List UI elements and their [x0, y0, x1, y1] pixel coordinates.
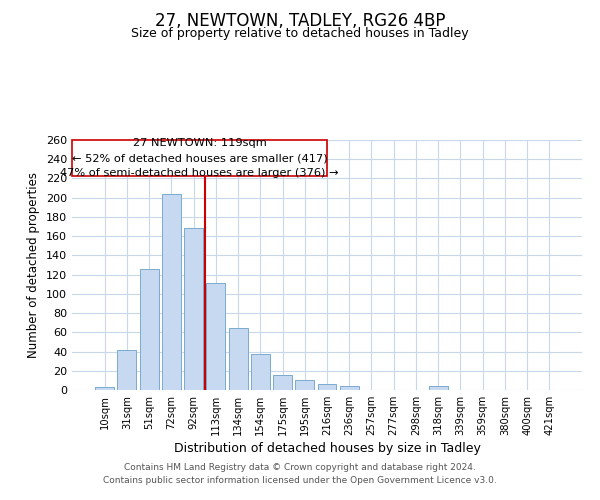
Bar [162, 194, 181, 390]
Bar [95, 387, 114, 390]
Text: Contains HM Land Registry data © Crown copyright and database right 2024.
Contai: Contains HM Land Registry data © Crown c… [103, 464, 497, 485]
Bar [140, 269, 158, 390]
Bar [295, 380, 314, 390]
Bar [251, 354, 270, 390]
Text: 27, NEWTOWN, TADLEY, RG26 4BP: 27, NEWTOWN, TADLEY, RG26 4BP [155, 12, 445, 30]
Y-axis label: Number of detached properties: Number of detached properties [28, 172, 40, 358]
X-axis label: Distribution of detached houses by size in Tadley: Distribution of detached houses by size … [173, 442, 481, 455]
Bar [184, 228, 203, 390]
Bar [317, 384, 337, 390]
Text: Size of property relative to detached houses in Tadley: Size of property relative to detached ho… [131, 28, 469, 40]
Bar [340, 386, 359, 390]
Text: 27 NEWTOWN: 119sqm
← 52% of detached houses are smaller (417)
47% of semi-detach: 27 NEWTOWN: 119sqm ← 52% of detached hou… [60, 138, 339, 178]
Bar [229, 328, 248, 390]
Bar [206, 284, 225, 390]
FancyBboxPatch shape [72, 140, 327, 176]
Bar [118, 350, 136, 390]
Bar [273, 374, 292, 390]
Bar [429, 386, 448, 390]
